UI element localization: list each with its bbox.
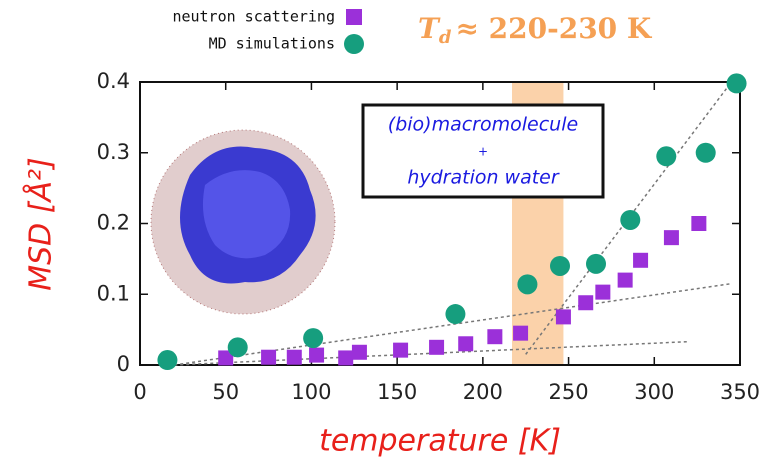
annotation: Td ≈ 220-230 K [418,12,653,49]
point [595,284,611,300]
point [555,309,571,325]
annotation-rest: ≈ 220-230 K [455,12,652,45]
box-text: hydration water [407,167,560,189]
annotation-sub: d [439,27,452,48]
box-text: (bio)macromolecule [388,114,578,136]
point [656,146,677,167]
x-tick-label: 150 [377,380,417,404]
point [227,337,248,358]
point [458,336,474,352]
protein-image [150,129,336,315]
point [695,142,716,163]
box-text: + [478,145,488,159]
x-tick-label: 50 [212,380,239,404]
point [487,329,503,345]
y-tick-label: 0.3 [97,140,130,164]
x-tick-label: 250 [549,380,589,404]
point [620,209,641,230]
point [351,344,367,360]
point [586,253,606,274]
point [429,339,445,355]
legend-marker [346,9,362,25]
x-tick-label: 350 [720,380,760,404]
point [445,304,466,325]
point [261,349,277,365]
text-box [361,103,605,199]
fit-line [174,282,732,366]
x-tick-label: 100 [291,380,331,404]
legend-marker [344,34,364,54]
point [218,350,234,366]
point [663,230,679,246]
y-tick-label: 0 [117,352,130,376]
point [578,295,594,311]
point [550,255,570,276]
fit-line [174,340,689,366]
point [691,216,707,231]
point [513,325,529,341]
y-tick-label: 0.1 [97,281,130,305]
point [338,350,354,366]
x-tick-label: 0 [133,380,146,404]
point [393,342,409,358]
point [517,274,538,295]
annotation-main: T [418,12,441,45]
y-tick-label: 0.2 [97,211,130,235]
y-axis-label: MSD [Å²] [23,157,59,291]
point [303,328,324,349]
point [633,252,649,268]
point [286,349,302,365]
point [309,347,325,363]
point [617,272,633,288]
legend-label: neutron scattering [172,8,335,26]
point [726,73,747,94]
x-axis-label: temperature [K] [319,424,561,459]
x-tick-label: 300 [634,380,674,404]
y-tick-label: 0.4 [97,69,130,93]
point [157,350,178,371]
legend-label: MD simulations [209,35,335,53]
x-tick-label: 200 [463,380,503,404]
